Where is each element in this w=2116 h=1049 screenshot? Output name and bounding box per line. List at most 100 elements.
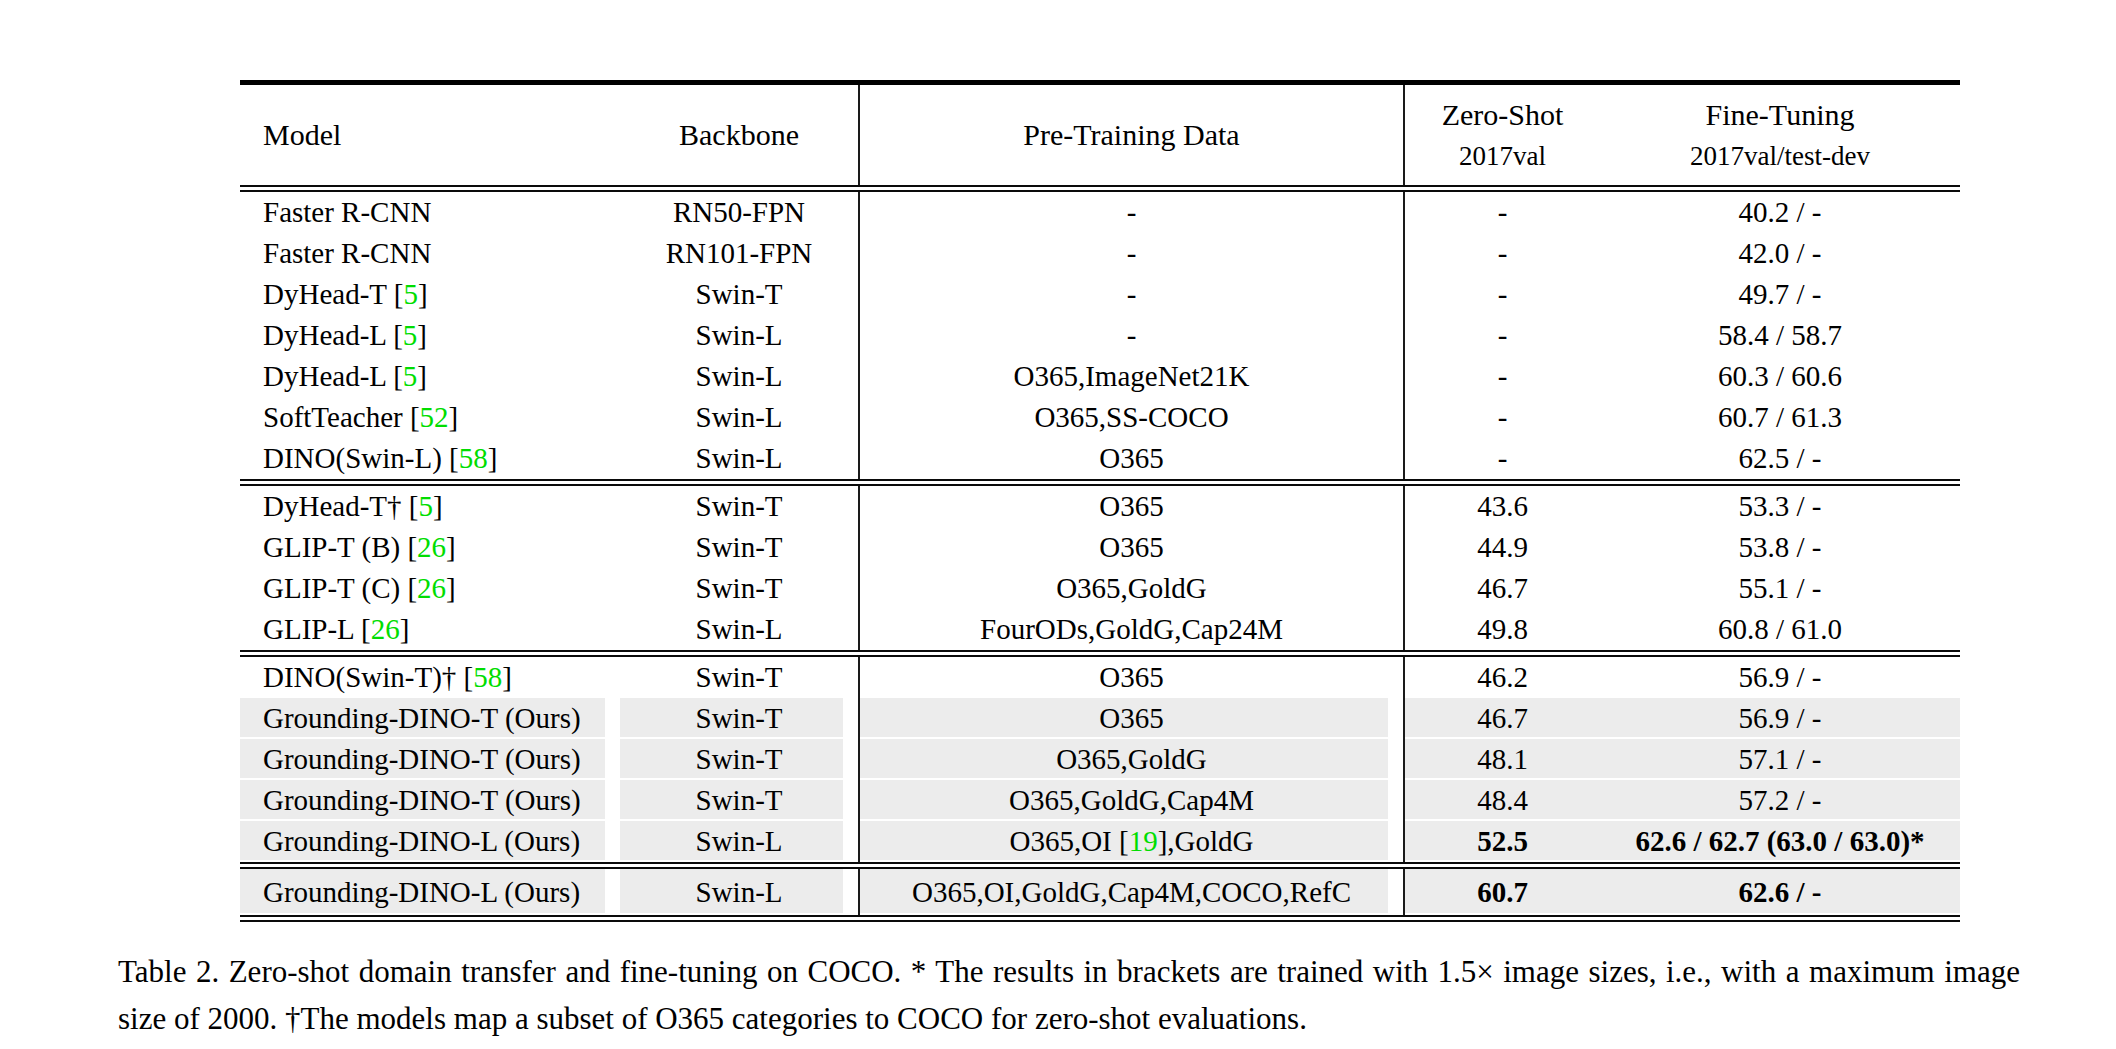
header-zeroshot-stack: Zero-Shot 2017val	[1442, 98, 1564, 172]
cell-finetune: 40.2 / -	[1600, 192, 1960, 233]
cell-finetune: 53.3 / -	[1600, 486, 1960, 527]
cell-backbone: Swin-L	[620, 356, 860, 397]
cell-backbone: Swin-T	[620, 780, 860, 821]
cell-pretrain: -	[860, 274, 1405, 315]
cell-model: GLIP-L [26]	[240, 609, 620, 650]
table-row: DINO(Swin-L) [58]Swin-LO365-62.5 / -	[240, 438, 1960, 479]
header-zeroshot: Zero-Shot 2017val	[1405, 85, 1600, 185]
table-header-row: Model Backbone Pre-Training Data Zero-Sh…	[240, 85, 1960, 185]
cell-finetune: 60.3 / 60.6	[1600, 356, 1960, 397]
cell-pretrain: O365	[860, 486, 1405, 527]
table-row: DyHead-T [5]Swin-T--49.7 / -	[240, 274, 1960, 315]
header-pretrain: Pre-Training Data	[860, 85, 1405, 185]
cell-zeroshot: 48.1	[1405, 739, 1600, 780]
paper-page: Model Backbone Pre-Training Data Zero-Sh…	[0, 0, 2116, 1049]
cell-backbone: Swin-T	[620, 486, 860, 527]
citation-link[interactable]: 58	[459, 442, 488, 475]
table-row: SoftTeacher [52]Swin-LO365,SS-COCO-60.7 …	[240, 397, 1960, 438]
cell-zeroshot: -	[1405, 397, 1600, 438]
cell-zeroshot: -	[1405, 192, 1600, 233]
cell-pretrain: O365,GoldG,Cap4M	[860, 780, 1405, 821]
cell-finetune: 58.4 / 58.7	[1600, 315, 1960, 356]
section-separator-rule	[240, 479, 1960, 486]
citation-link[interactable]: 5	[418, 490, 433, 523]
table-body: Faster R-CNNRN50-FPN--40.2 / -Faster R-C…	[240, 192, 1960, 915]
cell-model: SoftTeacher [52]	[240, 397, 620, 438]
table-row: Grounding-DINO-T (Ours)Swin-TO36546.756.…	[240, 698, 1960, 739]
cell-zeroshot: -	[1405, 438, 1600, 479]
cell-backbone: Swin-T	[620, 568, 860, 609]
cell-backbone: RN50-FPN	[620, 192, 860, 233]
cell-zeroshot: -	[1405, 356, 1600, 397]
cell-backbone: Swin-T	[620, 274, 860, 315]
cell-model: DINO(Swin-L) [58]	[240, 438, 620, 479]
cell-pretrain: O365,GoldG	[860, 568, 1405, 609]
cell-model: DyHead-T† [5]	[240, 486, 620, 527]
table-row: GLIP-T (B) [26]Swin-TO36544.953.8 / -	[240, 527, 1960, 568]
table-bottom-rule	[240, 915, 1960, 922]
section-separator-rule	[240, 650, 1960, 657]
cell-model: Grounding-DINO-T (Ours)	[240, 698, 620, 739]
section-separator-rule	[240, 862, 1960, 869]
citation-link[interactable]: 19	[1129, 825, 1158, 858]
table-row: Grounding-DINO-L (Ours)Swin-LO365,OI,Gol…	[240, 869, 1960, 915]
cell-finetune: 62.6 / 62.7 (63.0 / 63.0)*	[1600, 821, 1960, 862]
results-table: Model Backbone Pre-Training Data Zero-Sh…	[240, 80, 1960, 922]
header-zeroshot-sub: 2017val	[1459, 141, 1546, 172]
cell-model: Faster R-CNN	[240, 192, 620, 233]
cell-pretrain: -	[860, 233, 1405, 274]
cell-pretrain: -	[860, 192, 1405, 233]
table-row: Grounding-DINO-L (Ours)Swin-LO365,OI [19…	[240, 821, 1960, 862]
table-row: Faster R-CNNRN101-FPN--42.0 / -	[240, 233, 1960, 274]
table-caption: Table 2. Zero-shot domain transfer and f…	[118, 948, 2020, 1042]
cell-pretrain: -	[860, 315, 1405, 356]
cell-pretrain: O365	[860, 527, 1405, 568]
cell-zeroshot: -	[1405, 233, 1600, 274]
header-backbone: Backbone	[620, 85, 860, 185]
header-zeroshot-title: Zero-Shot	[1442, 98, 1564, 132]
cell-zeroshot: 43.6	[1405, 486, 1600, 527]
cell-backbone: Swin-L	[620, 869, 860, 915]
cell-model: Faster R-CNN	[240, 233, 620, 274]
cell-zeroshot: 52.5	[1405, 821, 1600, 862]
cell-pretrain: O365	[860, 698, 1405, 739]
cell-finetune: 60.7 / 61.3	[1600, 397, 1960, 438]
cell-finetune: 60.8 / 61.0	[1600, 609, 1960, 650]
cell-pretrain: O365,OI [19],GoldG	[860, 821, 1405, 862]
cell-finetune: 57.1 / -	[1600, 739, 1960, 780]
header-finetune-stack: Fine-Tuning 2017val/test-dev	[1690, 98, 1870, 172]
citation-link[interactable]: 5	[403, 319, 418, 352]
citation-link[interactable]: 52	[420, 401, 449, 434]
table-row: DyHead-L [5]Swin-LO365,ImageNet21K-60.3 …	[240, 356, 1960, 397]
cell-model: GLIP-T (C) [26]	[240, 568, 620, 609]
citation-link[interactable]: 5	[403, 278, 418, 311]
cell-backbone: RN101-FPN	[620, 233, 860, 274]
citation-link[interactable]: 26	[371, 613, 400, 646]
cell-zeroshot: -	[1405, 315, 1600, 356]
cell-model: GLIP-T (B) [26]	[240, 527, 620, 568]
cell-backbone: Swin-L	[620, 315, 860, 356]
cell-pretrain: FourODs,GoldG,Cap24M	[860, 609, 1405, 650]
cell-pretrain: O365,ImageNet21K	[860, 356, 1405, 397]
cell-finetune: 57.2 / -	[1600, 780, 1960, 821]
header-finetune-sub: 2017val/test-dev	[1690, 141, 1870, 172]
cell-model: DyHead-T [5]	[240, 274, 620, 315]
cell-finetune: 55.1 / -	[1600, 568, 1960, 609]
citation-link[interactable]: 26	[417, 572, 446, 605]
cell-finetune: 62.5 / -	[1600, 438, 1960, 479]
cell-model: DyHead-L [5]	[240, 315, 620, 356]
cell-pretrain: O365	[860, 657, 1405, 698]
citation-link[interactable]: 58	[473, 661, 502, 694]
cell-backbone: Swin-L	[620, 821, 860, 862]
citation-link[interactable]: 26	[417, 531, 446, 564]
cell-model: DINO(Swin-T)† [58]	[240, 657, 620, 698]
cell-model: Grounding-DINO-T (Ours)	[240, 780, 620, 821]
cell-zeroshot: 46.7	[1405, 698, 1600, 739]
cell-pretrain: O365,GoldG	[860, 739, 1405, 780]
cell-finetune: 62.6 / -	[1600, 869, 1960, 915]
header-separator-rule	[240, 185, 1960, 192]
cell-backbone: Swin-L	[620, 438, 860, 479]
cell-zeroshot: 44.9	[1405, 527, 1600, 568]
citation-link[interactable]: 5	[403, 360, 418, 393]
table-row: Grounding-DINO-T (Ours)Swin-TO365,GoldG4…	[240, 739, 1960, 780]
